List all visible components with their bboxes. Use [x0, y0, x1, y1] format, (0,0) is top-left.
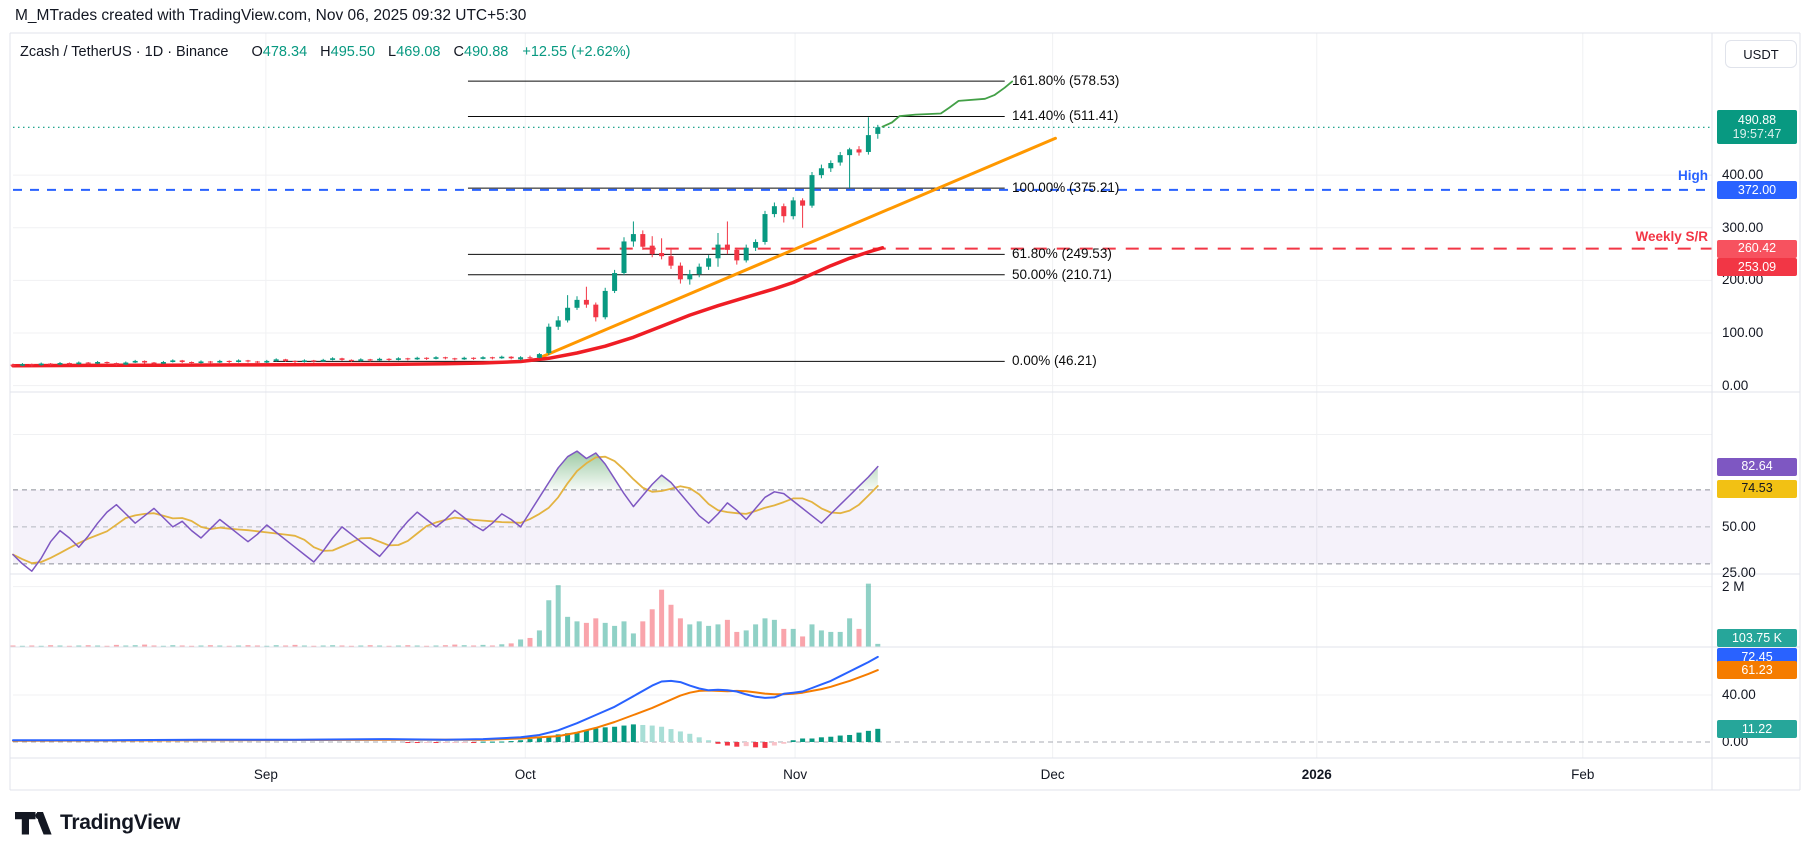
- time-axis-label: Nov: [783, 767, 808, 782]
- indicator-orange-badge: 61.23: [1717, 661, 1797, 680]
- open-value: 478.34: [262, 44, 308, 60]
- rsi-axis-label: 25.00: [1722, 565, 1756, 581]
- currency-button[interactable]: USDT: [1725, 40, 1797, 68]
- price-axis-label: 200.00: [1722, 272, 1764, 288]
- close-label: C: [453, 44, 464, 60]
- symbol-toolbar: Zcash / TetherUS · 1D · Binance O478.34 …: [20, 44, 630, 60]
- high-value: 495.50: [330, 44, 376, 60]
- red-ma-badge: 253.09: [1717, 258, 1797, 277]
- volume-value-badge-value: 103.75 K: [1731, 630, 1783, 645]
- time-axis-label: Oct: [514, 767, 536, 782]
- tradingview-logo[interactable]: TradingView: [15, 811, 180, 835]
- price-axis-label: 100.00: [1722, 325, 1764, 341]
- high-line-badge-value: 372.00: [1737, 182, 1777, 197]
- tradingview-logo-text: TradingView: [60, 811, 181, 834]
- weekly-sr-label: Weekly S/R: [1635, 228, 1708, 244]
- rsi-value-badge: 82.64: [1717, 457, 1797, 476]
- change-value: +12.55 (+2.62%): [522, 44, 631, 60]
- fib-level-label: 61.80% (249.53): [1012, 246, 1112, 262]
- weekly-sr-badge: 260.42: [1717, 239, 1797, 258]
- time-axis-label: 2026: [1301, 767, 1332, 782]
- price-axis-label: 400.00: [1722, 167, 1764, 183]
- price-axis-label: 300.00: [1722, 219, 1764, 235]
- fib-level-label: 50.00% (210.71): [1012, 266, 1112, 282]
- tradingview-logo-icon: [15, 811, 52, 834]
- indicator-blue-badge-value: 72.45: [1741, 649, 1773, 664]
- time-axis-label: Dec: [1040, 767, 1065, 782]
- open-label: O: [251, 44, 263, 60]
- rsi-ma-badge-value: 74.53: [1741, 481, 1773, 496]
- fib-level-label: 100.00% (375.21): [1012, 180, 1120, 196]
- indicator-hist-badge: 11.22: [1717, 719, 1797, 738]
- weekly-sr-badge-value: 260.42: [1737, 241, 1777, 256]
- indicator-hist-badge-value: 11.22: [1741, 721, 1773, 736]
- red-ma-badge-value: 253.09: [1737, 260, 1777, 275]
- low-axis-label: 40.00: [1722, 687, 1756, 702]
- rsi-ma-badge: 74.53: [1717, 479, 1797, 498]
- high-line-label: High: [1678, 167, 1708, 183]
- price-axis-label: 0.00: [1722, 377, 1749, 393]
- countdown-timer: 19:57:47: [1732, 127, 1782, 142]
- fib-level-label: 0.00% (46.21): [1012, 353, 1097, 369]
- last-price-badge: 490.88 19:57:47: [1717, 110, 1797, 145]
- high-label: H: [320, 44, 331, 60]
- time-axis-label: Feb: [1571, 767, 1595, 782]
- low-label: L: [388, 44, 397, 60]
- attribution-text: M_MTrades created with TradingView.com, …: [15, 7, 527, 24]
- indicator-orange-badge-value: 61.23: [1741, 662, 1773, 677]
- fib-level-label: 141.40% (511.41): [1012, 108, 1119, 124]
- symbol-title[interactable]: Zcash / TetherUS · 1D · Binance: [20, 44, 229, 60]
- last-price-badge-value: 490.88: [1737, 112, 1777, 127]
- fib-level-label: 161.80% (578.53): [1012, 73, 1120, 89]
- time-axis[interactable]: [10, 758, 1800, 790]
- volume-value-badge: 103.75 K: [1717, 628, 1797, 647]
- low-value: 469.08: [396, 44, 441, 60]
- vol-axis-label: 2 M: [1722, 578, 1745, 594]
- time-axis-label: Sep: [253, 767, 278, 782]
- rsi-axis-label: 50.00: [1722, 518, 1756, 534]
- close-value: 490.88: [464, 44, 509, 60]
- high-line-badge: 372.00: [1717, 180, 1797, 199]
- rsi-value-badge-value: 82.64: [1741, 459, 1773, 474]
